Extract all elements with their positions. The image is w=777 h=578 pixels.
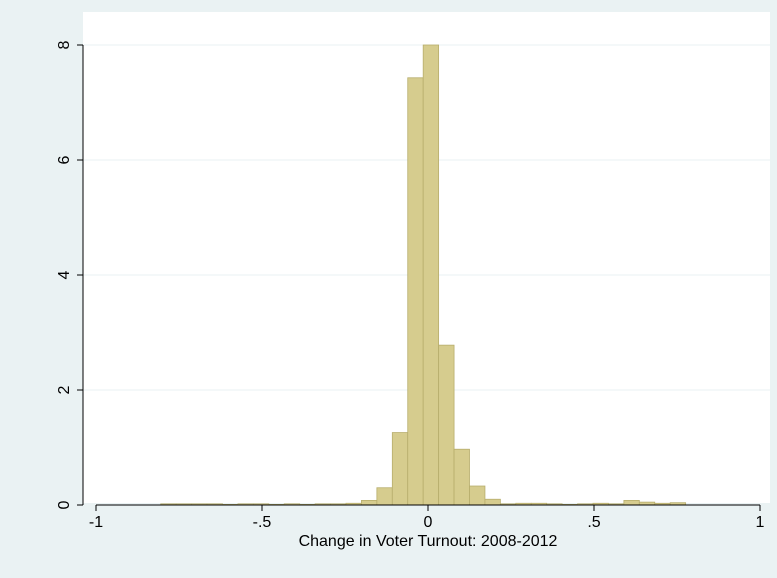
histogram-bar xyxy=(438,344,455,506)
y-tick-label: 6 xyxy=(56,155,73,164)
y-tick-label: 0 xyxy=(56,500,73,509)
histogram-bar xyxy=(453,448,470,506)
y-tick-label: 2 xyxy=(56,385,73,394)
histogram-bar xyxy=(623,499,640,506)
y-tick-label: 8 xyxy=(56,40,73,49)
x-tick-label: 1 xyxy=(756,514,765,531)
histogram-bar xyxy=(376,487,393,506)
histogram-bar xyxy=(361,499,378,506)
x-axis-title: Change in Voter Turnout: 2008-2012 xyxy=(299,533,558,550)
y-axis-ticks: 0 2 4 6 8 xyxy=(56,40,83,509)
y-tick-label: 4 xyxy=(56,270,73,279)
x-tick-label: .5 xyxy=(587,514,600,531)
x-axis-ticks: -1 -.5 0 .5 1 xyxy=(89,505,765,531)
histogram-bar xyxy=(391,432,409,506)
histogram-bars xyxy=(160,44,687,506)
histogram-bar xyxy=(484,498,501,506)
histogram-bar xyxy=(469,485,486,506)
x-tick-label: -1 xyxy=(89,514,103,531)
histogram-bar xyxy=(422,44,440,506)
x-tick-label: -.5 xyxy=(253,514,272,531)
x-tick-label: 0 xyxy=(424,514,433,531)
histogram-bar xyxy=(407,77,424,506)
